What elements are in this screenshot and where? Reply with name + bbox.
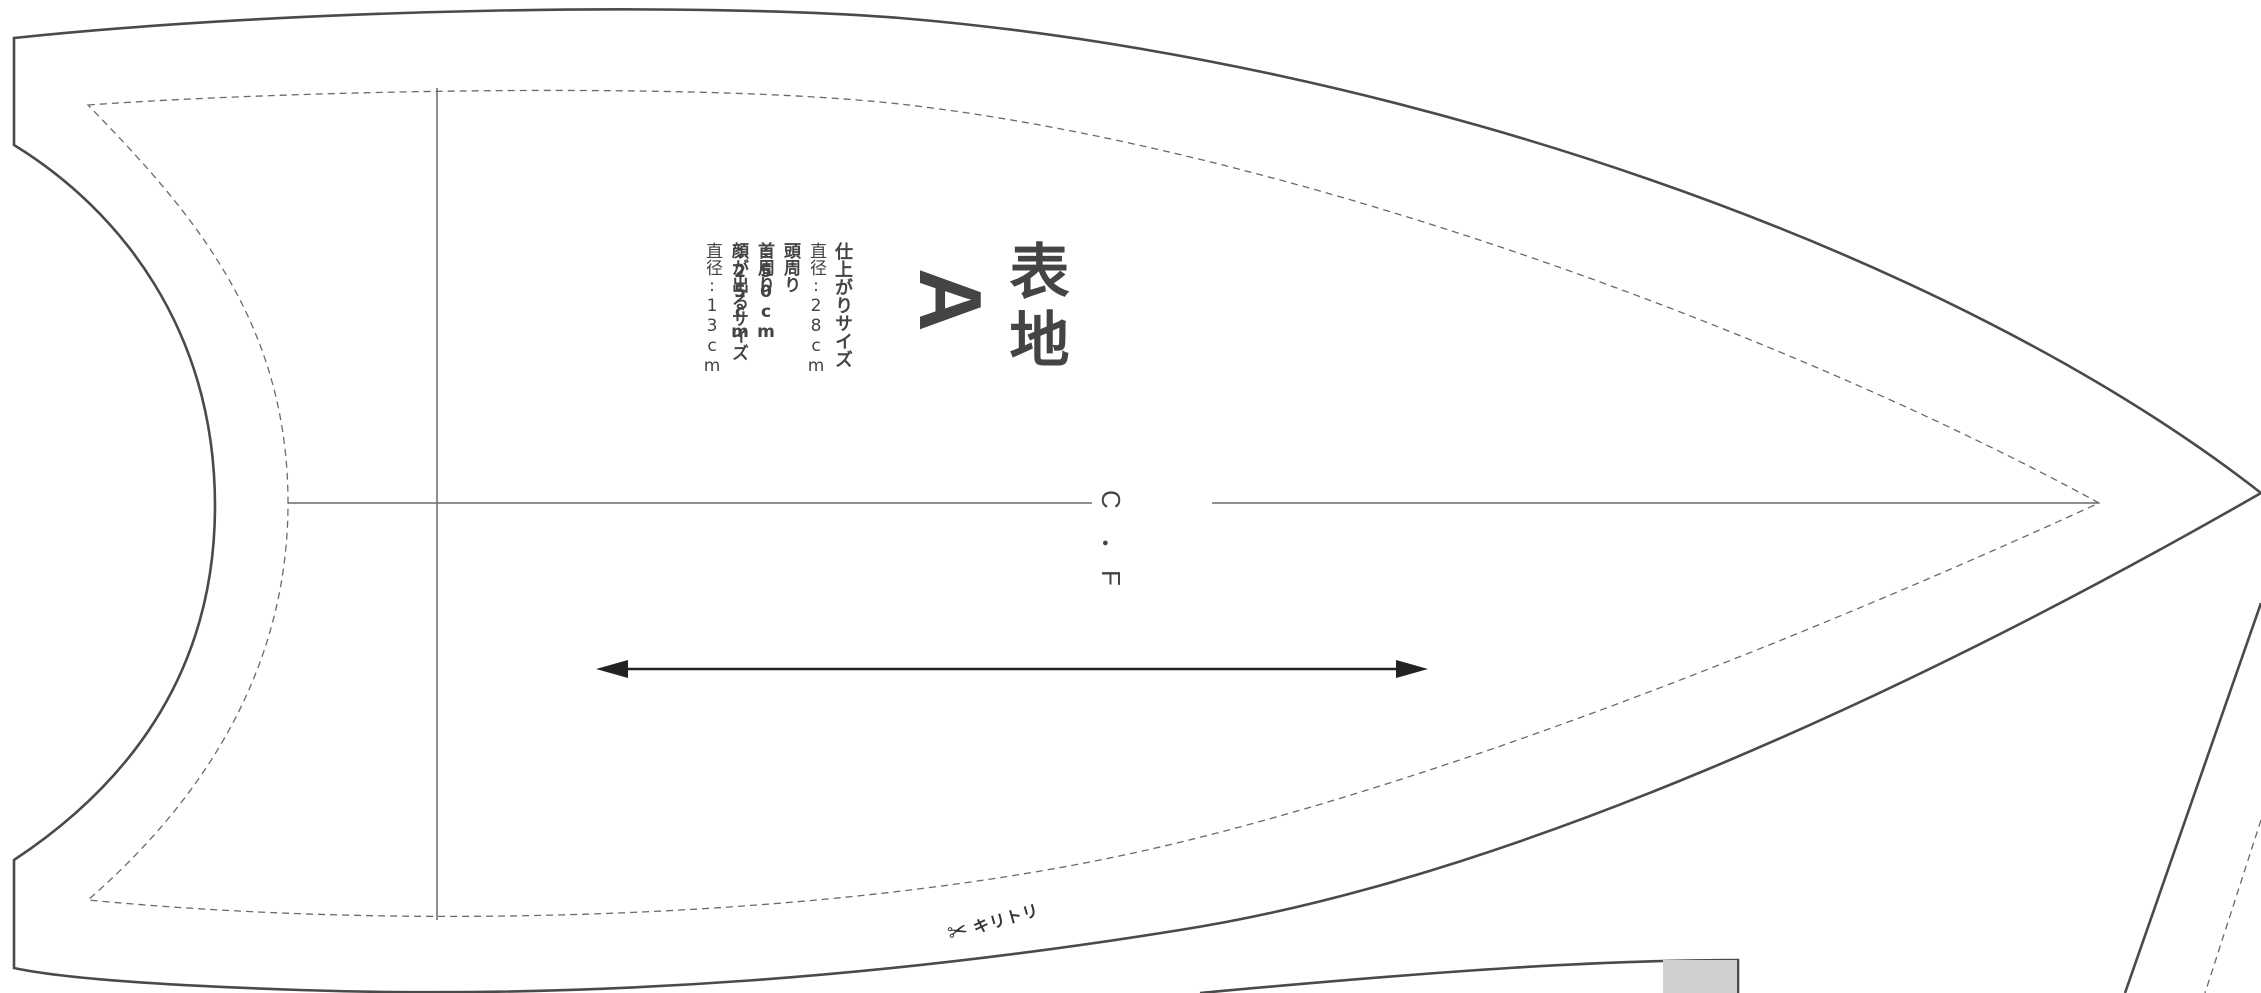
adjacent-piece-tab (1663, 960, 1737, 993)
finished-size-face-diameter: 直径:13cm (702, 242, 722, 376)
adjacent-piece-cut-line (1199, 958, 1740, 993)
fabric-label: 表地 (999, 240, 1069, 376)
center-front-label: C ・ F (1091, 490, 1208, 586)
finished-size-diameter: 直径:28cm (806, 242, 826, 376)
piece-letter: A (901, 268, 1000, 332)
finished-size-face: 顔が出るサイズ (728, 242, 748, 361)
center-front-label-f: F (1096, 570, 1126, 586)
grain-arrow-right (1396, 660, 1428, 678)
seam-line (86, 89, 2101, 918)
finished-size-neck: 首周り :25cm (730, 242, 774, 342)
adjacent-piece-seam (2204, 819, 2261, 993)
finished-size-heading: 仕上がりサイズ (832, 242, 853, 368)
center-front-label-c: C (1096, 490, 1126, 509)
cut-line (12, 8, 2261, 993)
grain-arrow-left (596, 660, 628, 678)
adjacent-piece-edge (2123, 602, 2261, 993)
center-front-label-dot: ・ (1091, 532, 1116, 555)
finished-size-head: 頭周り :50cm (756, 242, 800, 342)
finished-size-block: 仕上がりサイズ 直径:28cm 頭周り :50cm 首周り :25cm 顔が出る… (700, 242, 854, 412)
